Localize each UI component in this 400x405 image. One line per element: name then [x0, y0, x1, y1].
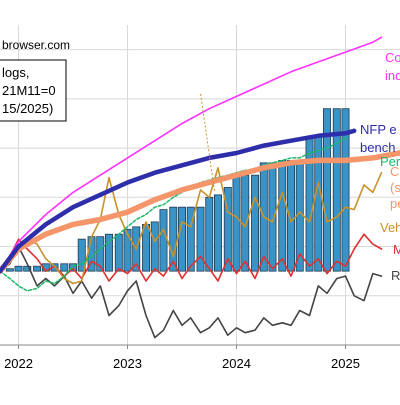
legend-label-personal-income: (s: [390, 180, 400, 195]
bar-mark: [114, 233, 123, 272]
grid-layer: [0, 25, 400, 346]
info-box: [0, 59, 67, 122]
bar-mark: [232, 174, 241, 272]
legend-label-consumption: ind: [385, 68, 400, 83]
bar-mark: [341, 108, 350, 272]
bar-mark: [23, 265, 32, 272]
x-tick-label: 2024: [222, 356, 251, 371]
bar-mark: [268, 162, 277, 272]
bar-mark: [33, 265, 42, 272]
info-box-line-1: logs,: [2, 65, 29, 80]
series-line-personal-income: [0, 150, 400, 274]
bar-mark: [105, 233, 113, 272]
bar-mark: [96, 236, 105, 272]
series-line-consumption: [0, 36, 383, 272]
bar-mark: [5, 268, 14, 272]
annotation-line: [200, 93, 216, 193]
legend-label-industrial-production: Veh: [380, 220, 400, 235]
legend-label-consumption: Co: [385, 50, 400, 65]
bar-mark: [14, 265, 23, 272]
x-tick-label: 2025: [331, 356, 360, 371]
bar-mark: [150, 221, 159, 272]
bar-mark: [278, 159, 287, 272]
bar-mark: [205, 196, 214, 272]
series-line-industrial-production: [0, 167, 383, 285]
bar-mark: [251, 174, 260, 272]
info-box-line-3: 15/2025): [2, 101, 53, 116]
bar-mark: [123, 228, 132, 272]
legend-label-nfp: bench: [360, 140, 395, 155]
legend-label-vehicle-sales: M: [393, 242, 400, 257]
x-tick-label: 2022: [4, 356, 33, 371]
legend-label-nfp: NFP e: [360, 122, 397, 137]
info-box-line-2: 21M11=0: [2, 83, 56, 98]
bar-mark: [305, 137, 314, 272]
bar-mark: [323, 108, 331, 272]
series-line-nfp: [0, 128, 357, 274]
bar-mark: [186, 206, 195, 272]
bar-mark: [142, 223, 151, 272]
bar-mark: [77, 238, 86, 272]
axis-layer: 2022 2023 2024 2025: [0, 344, 400, 371]
bar-mark: [178, 206, 186, 272]
legend-label-personal-income: C: [390, 164, 399, 179]
legend-label-real-sales: Per: [380, 154, 400, 169]
bar-mark: [196, 206, 205, 272]
bar-mark: [332, 108, 341, 272]
series-line-real-sales: [0, 137, 347, 292]
bar-mark: [69, 263, 77, 272]
legend-label-retail: R: [391, 268, 400, 283]
bar-mark: [159, 209, 168, 272]
bar-layer: [5, 108, 350, 272]
bar-mark: [214, 194, 222, 272]
legend-label-personal-income: pe: [390, 196, 400, 211]
bar-mark: [314, 135, 323, 272]
line-layer: [0, 36, 400, 339]
x-tick-label: 2023: [113, 356, 142, 371]
source-text: browser.com: [2, 38, 70, 52]
bar-mark: [60, 263, 69, 272]
bar-mark: [223, 187, 232, 272]
